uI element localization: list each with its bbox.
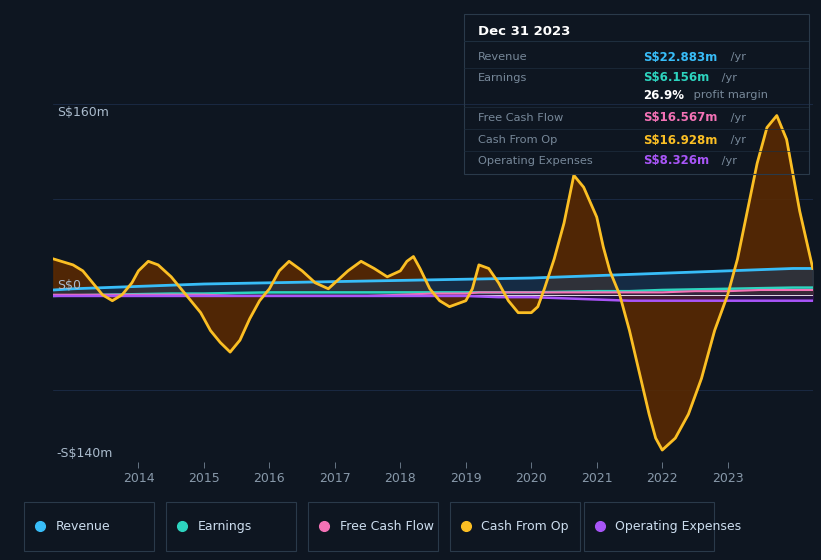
Text: S$6.156m: S$6.156m bbox=[643, 71, 709, 85]
Bar bbox=[308, 502, 438, 551]
Text: S$160m: S$160m bbox=[57, 106, 108, 119]
Bar bbox=[450, 502, 580, 551]
Text: Dec 31 2023: Dec 31 2023 bbox=[478, 25, 570, 38]
Text: S$8.326m: S$8.326m bbox=[643, 155, 709, 167]
Text: Revenue: Revenue bbox=[478, 52, 527, 62]
Bar bbox=[584, 502, 714, 551]
Text: S$16.567m: S$16.567m bbox=[643, 111, 718, 124]
Text: /yr: /yr bbox=[727, 135, 746, 145]
Text: /yr: /yr bbox=[727, 113, 746, 123]
Text: /yr: /yr bbox=[718, 156, 736, 166]
Text: S$22.883m: S$22.883m bbox=[643, 50, 718, 64]
Text: S$16.928m: S$16.928m bbox=[643, 134, 718, 147]
Text: Free Cash Flow: Free Cash Flow bbox=[340, 520, 433, 533]
Text: Earnings: Earnings bbox=[478, 73, 527, 83]
Text: /yr: /yr bbox=[727, 52, 746, 62]
Text: Cash From Op: Cash From Op bbox=[478, 135, 557, 145]
Text: Operating Expenses: Operating Expenses bbox=[616, 520, 741, 533]
Bar bbox=[166, 502, 296, 551]
Text: -S$140m: -S$140m bbox=[57, 447, 113, 460]
Text: Revenue: Revenue bbox=[56, 520, 111, 533]
Text: S$0: S$0 bbox=[57, 279, 80, 292]
Bar bbox=[25, 502, 154, 551]
Text: Operating Expenses: Operating Expenses bbox=[478, 156, 593, 166]
Text: profit margin: profit margin bbox=[690, 90, 768, 100]
Text: 26.9%: 26.9% bbox=[643, 89, 684, 102]
Text: /yr: /yr bbox=[718, 73, 736, 83]
Text: Earnings: Earnings bbox=[198, 520, 252, 533]
Text: Cash From Op: Cash From Op bbox=[481, 520, 569, 533]
Text: Free Cash Flow: Free Cash Flow bbox=[478, 113, 563, 123]
